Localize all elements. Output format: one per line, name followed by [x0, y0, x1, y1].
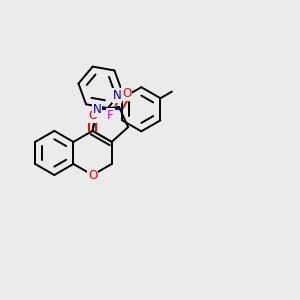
Text: F: F — [107, 109, 114, 122]
Text: O: O — [88, 109, 97, 122]
Text: O: O — [88, 109, 97, 122]
Text: O: O — [88, 169, 97, 182]
Text: F: F — [107, 109, 114, 122]
Text: N: N — [113, 89, 122, 102]
Text: N: N — [93, 103, 101, 116]
Text: O: O — [122, 87, 131, 100]
Text: O: O — [122, 87, 131, 100]
Text: O: O — [88, 169, 97, 182]
Text: N: N — [93, 103, 101, 116]
Text: N: N — [113, 89, 122, 102]
